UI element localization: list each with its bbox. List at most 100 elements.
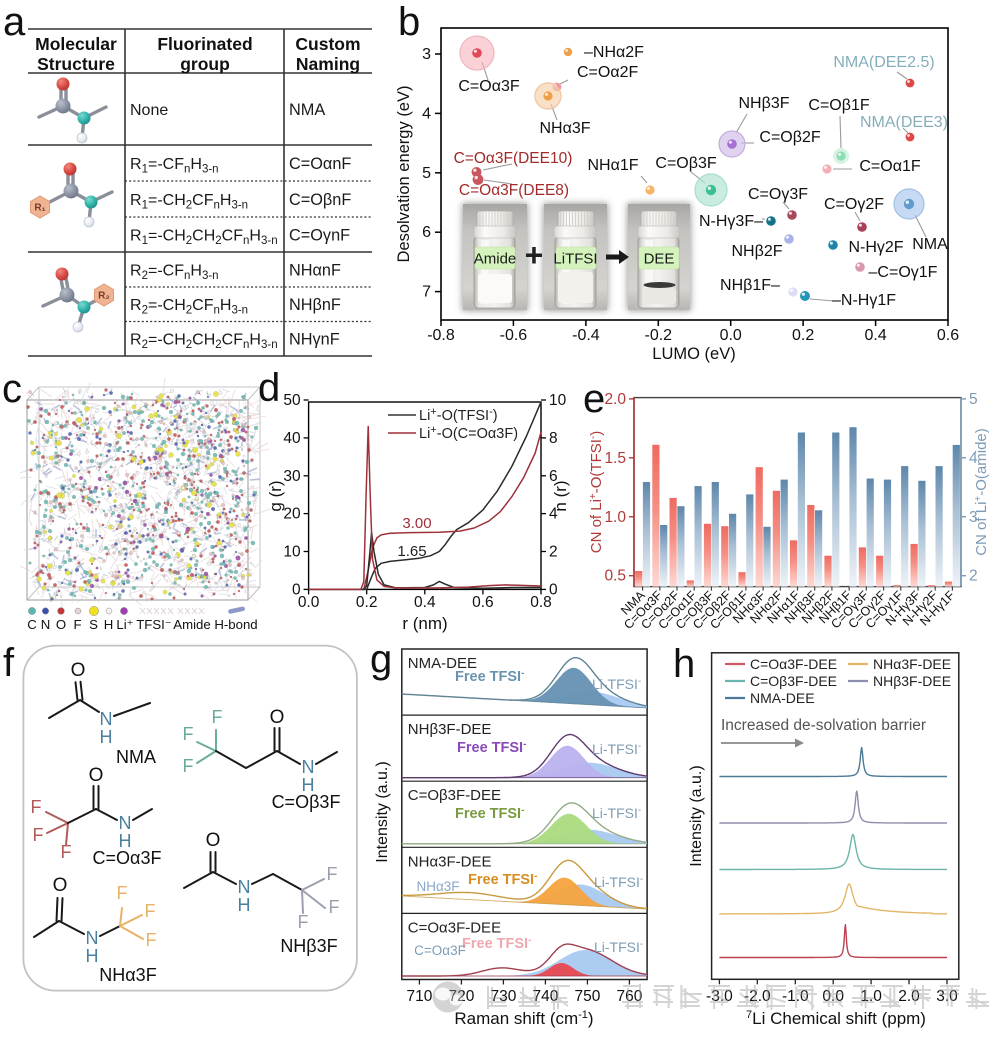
svg-text:R1=-CH2CFnH3-n: R1=-CH2CFnH3-n — [130, 192, 248, 212]
svg-text:4: 4 — [969, 450, 978, 467]
svg-text:0.8: 0.8 — [530, 594, 552, 611]
svg-text:1.0: 1.0 — [860, 988, 882, 1005]
svg-text:0: 0 — [292, 581, 301, 598]
svg-text:O: O — [56, 617, 66, 632]
svg-text:3: 3 — [969, 509, 978, 526]
svg-text:710: 710 — [406, 988, 432, 1005]
svg-text:CN of Li+-O(amide): CN of Li+-O(amide) — [973, 428, 990, 556]
svg-text:NHβnF: NHβnF — [289, 296, 341, 314]
svg-text:NHα3F: NHα3F — [539, 120, 590, 137]
svg-text:4: 4 — [422, 105, 431, 122]
svg-text:NHα3F: NHα3F — [416, 879, 459, 894]
svg-text:–N-Hγ1F: –N-Hγ1F — [832, 292, 896, 309]
svg-text:F: F — [33, 825, 44, 845]
svg-text:Li-TFSI-: Li-TFSI- — [592, 741, 641, 757]
svg-text:CN of Li+-O(TFSI-): CN of Li+-O(TFSI-) — [588, 431, 605, 554]
svg-text:NMA: NMA — [912, 236, 948, 253]
svg-text:C=Oα1F: C=Oα1F — [859, 158, 920, 175]
svg-text:750: 750 — [574, 988, 600, 1005]
svg-text:Molecular: Molecular — [35, 34, 117, 54]
svg-text:H: H — [104, 617, 114, 632]
svg-text:0.2: 0.2 — [792, 327, 814, 344]
svg-text:R2=-CH2CFnH3-n: R2=-CH2CFnH3-n — [130, 297, 248, 317]
svg-text:R1=-CH2CH2CFnH3-n: R1=-CH2CH2CFnH3-n — [130, 228, 278, 248]
svg-text:F: F — [73, 617, 81, 632]
svg-text:O: O — [270, 707, 285, 728]
svg-text:720: 720 — [448, 988, 474, 1005]
svg-text:Naming: Naming — [296, 54, 360, 74]
svg-text:C=Oα3F: C=Oα3F — [458, 78, 519, 95]
svg-text:C=OγnF: C=OγnF — [289, 227, 350, 245]
svg-text:F: F — [31, 797, 42, 817]
svg-text:C=Oα3F(DEE8): C=Oα3F(DEE8) — [459, 182, 569, 199]
svg-text:C=Oβ3F-DEE: C=Oβ3F-DEE — [750, 673, 837, 689]
svg-text:N-Hγ2F: N-Hγ2F — [848, 239, 903, 256]
svg-text:NHα3F-DEE: NHα3F-DEE — [408, 853, 492, 870]
svg-text:-0.6: -0.6 — [500, 327, 528, 344]
svg-text:NMA(DEE2.5): NMA(DEE2.5) — [833, 54, 934, 71]
svg-text:3.0: 3.0 — [936, 988, 958, 1005]
svg-text:e: e — [583, 377, 605, 421]
svg-text:f: f — [3, 641, 15, 685]
svg-text:H-bond: H-bond — [214, 617, 257, 632]
svg-text:20: 20 — [283, 506, 301, 523]
svg-text:Li⁺: Li⁺ — [116, 617, 133, 632]
svg-text:C=Oα3F-DEE: C=Oα3F-DEE — [408, 919, 501, 936]
svg-text:R₂: R₂ — [98, 291, 110, 302]
svg-text:F: F — [117, 883, 128, 903]
svg-text:0.2: 0.2 — [356, 594, 378, 611]
svg-text:4: 4 — [549, 506, 558, 523]
svg-text:F: F — [61, 842, 72, 862]
svg-text:8: 8 — [549, 430, 558, 447]
svg-text:C=Oγ2F: C=Oγ2F — [824, 196, 884, 213]
svg-text:C=Oβ3F: C=Oβ3F — [655, 155, 716, 172]
svg-text:2.0: 2.0 — [604, 391, 626, 408]
svg-text:10: 10 — [283, 544, 301, 561]
svg-text:5: 5 — [422, 165, 431, 182]
svg-text:Amide: Amide — [474, 251, 517, 268]
svg-text:40: 40 — [283, 430, 301, 447]
svg-text:C=Oβ3F: C=Oβ3F — [272, 792, 341, 812]
svg-text:Li-TFSI-: Li-TFSI- — [594, 939, 643, 955]
svg-text:O: O — [71, 660, 86, 681]
svg-text:S: S — [89, 617, 98, 632]
svg-text:10: 10 — [549, 392, 567, 409]
svg-text:C=OβnF: C=OβnF — [289, 191, 351, 209]
svg-text:NMA(DEE3): NMA(DEE3) — [860, 114, 948, 131]
svg-text:NHβ3F: NHβ3F — [739, 95, 790, 112]
svg-text:6: 6 — [549, 468, 558, 485]
svg-text:2: 2 — [969, 568, 978, 585]
svg-text:F: F — [145, 901, 156, 921]
svg-text:Li+-O(C=Oα3F): Li+-O(C=Oα3F) — [419, 424, 518, 442]
svg-text:0.0: 0.0 — [720, 327, 742, 344]
svg-text:LiTFSI: LiTFSI — [553, 251, 597, 268]
svg-text:5: 5 — [969, 391, 978, 408]
svg-text:NHβ3F-DEE: NHβ3F-DEE — [408, 721, 492, 738]
svg-text:7: 7 — [422, 284, 431, 301]
svg-text:N: N — [119, 813, 132, 833]
svg-text:C=Oβ2F: C=Oβ2F — [759, 129, 820, 146]
svg-text:h: h — [673, 642, 695, 686]
svg-text:NMA-DEE: NMA-DEE — [750, 690, 815, 706]
svg-text:NHα1F: NHα1F — [587, 157, 638, 174]
svg-text:C: C — [27, 617, 37, 632]
svg-text:NHβ3F-DEE: NHβ3F-DEE — [873, 673, 951, 689]
svg-text:-1.0: -1.0 — [782, 988, 809, 1005]
svg-text:F: F — [183, 756, 194, 776]
svg-text:3: 3 — [422, 46, 431, 63]
svg-text:-3.0: -3.0 — [706, 988, 733, 1005]
svg-text:NMA: NMA — [289, 101, 325, 119]
svg-text:NHα3F: NHα3F — [99, 965, 156, 985]
svg-text:-0.8: -0.8 — [427, 327, 455, 344]
svg-text:–C=Oγ1F: –C=Oγ1F — [869, 264, 938, 281]
svg-text:group: group — [180, 54, 230, 74]
svg-text:F: F — [327, 864, 338, 884]
svg-text:0.0: 0.0 — [298, 594, 320, 611]
svg-text:NMA: NMA — [116, 747, 156, 767]
svg-text:C=Oα3F: C=Oα3F — [93, 848, 162, 868]
svg-text:n (r): n (r) — [551, 480, 570, 511]
svg-text:g: g — [370, 637, 392, 681]
svg-text:H: H — [100, 727, 113, 747]
svg-text:Intensity (a.u.): Intensity (a.u.) — [374, 761, 391, 862]
svg-text:Free TFSI-: Free TFSI- — [455, 805, 524, 822]
